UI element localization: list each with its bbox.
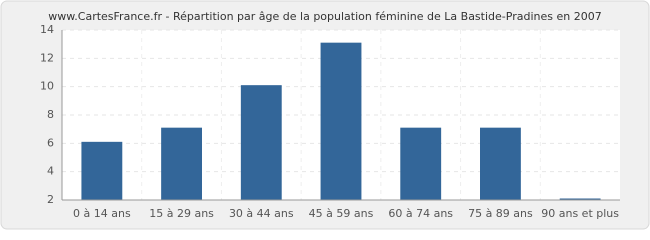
y-tick-label: 6 [47,136,54,149]
y-tick-label: 2 [47,193,54,206]
bar [240,85,282,201]
bar [480,127,521,201]
x-tick-label: 30 à 44 ans [229,207,294,220]
y-tick-label: 14 [40,23,54,36]
x-tick-label: 0 à 14 ans [73,207,131,220]
x-tick-label: 45 à 59 ans [309,207,374,220]
x-tick-label: 15 à 29 ans [149,207,214,220]
bar [400,127,442,201]
bar [81,141,123,201]
y-tick-label: 4 [47,165,54,178]
y-tick-label: 12 [40,51,54,64]
x-tick-label: 60 à 74 ans [388,207,453,220]
x-tick-label: 75 à 89 ans [468,207,533,220]
bar [161,127,202,201]
chart-title: www.CartesFrance.fr - Répartition par âg… [48,10,601,23]
y-tick-label: 8 [47,108,54,121]
x-tick-label: 90 ans et plus [541,207,619,220]
bar [320,42,362,201]
y-tick-label: 10 [40,80,54,93]
chart: www.CartesFrance.fr - Répartition par âg… [0,0,650,230]
